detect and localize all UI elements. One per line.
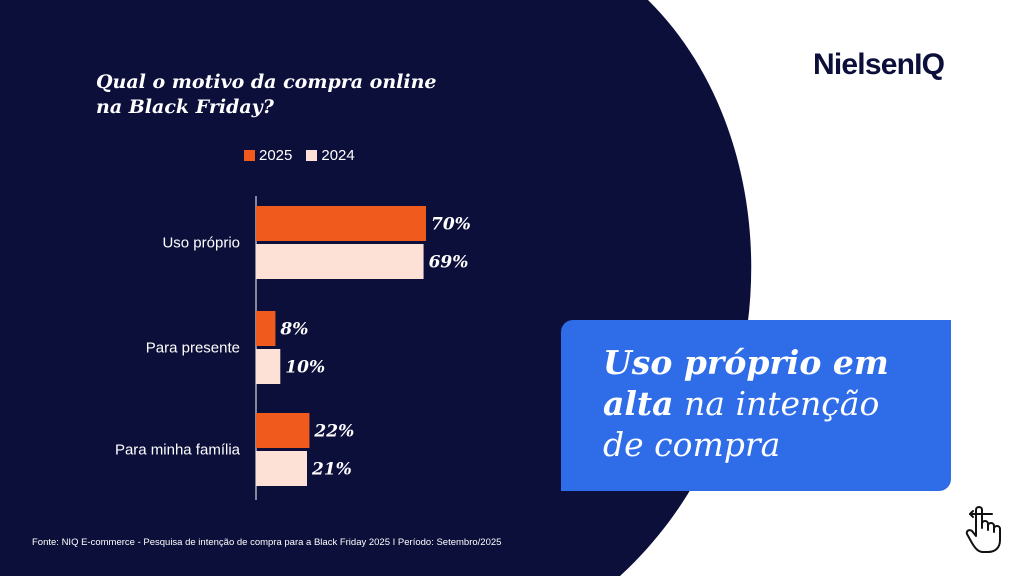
callout-line1: Uso próprio em — [603, 343, 889, 382]
nielseniq-logo: NielsenIQ — [813, 48, 945, 81]
bar-2025 — [256, 206, 426, 241]
category-label: Para presente — [146, 340, 240, 357]
callout-line3: de compra — [603, 425, 781, 464]
callout-line2-rest: na intenção — [673, 384, 880, 423]
legend-swatch-2024 — [306, 150, 318, 161]
chart-title-line1: Qual o motivo da compra online — [96, 71, 437, 93]
data-label: 21% — [311, 460, 352, 480]
bar-2024 — [256, 451, 307, 486]
data-label: 69% — [429, 253, 469, 273]
callout-line2: alta na intenção — [603, 383, 923, 424]
bar-2025 — [256, 311, 276, 346]
legend-item-2024: 2024 — [306, 147, 355, 164]
legend-label-2025: 2025 — [259, 147, 293, 164]
bar-2025 — [256, 413, 310, 448]
callout-bold-word: alta — [603, 384, 674, 423]
bar-2024 — [256, 244, 424, 279]
category-label: Para minha família — [115, 442, 241, 459]
legend-swatch-2025 — [244, 150, 255, 161]
data-label: 8% — [279, 320, 308, 340]
category-label: Uso próprio — [162, 235, 240, 252]
chart-title-line2: na Black Friday? — [96, 96, 274, 118]
chart-title: Qual o motivo da compra online na Black … — [96, 70, 496, 120]
hand-pointer-icon — [965, 506, 1001, 553]
data-label: 22% — [313, 422, 354, 442]
legend: 2025 2024 — [244, 147, 355, 164]
data-label: 10% — [285, 358, 325, 378]
bar-2024 — [256, 349, 281, 384]
callout-box: Uso próprio em alta na intenção de compr… — [561, 320, 951, 491]
legend-label-2024: 2024 — [321, 147, 355, 164]
source-note: Fonte: NIQ E-commerce - Pesquisa de inte… — [32, 537, 502, 548]
legend-item-2025: 2025 — [244, 147, 292, 164]
data-label: 70% — [431, 215, 471, 235]
